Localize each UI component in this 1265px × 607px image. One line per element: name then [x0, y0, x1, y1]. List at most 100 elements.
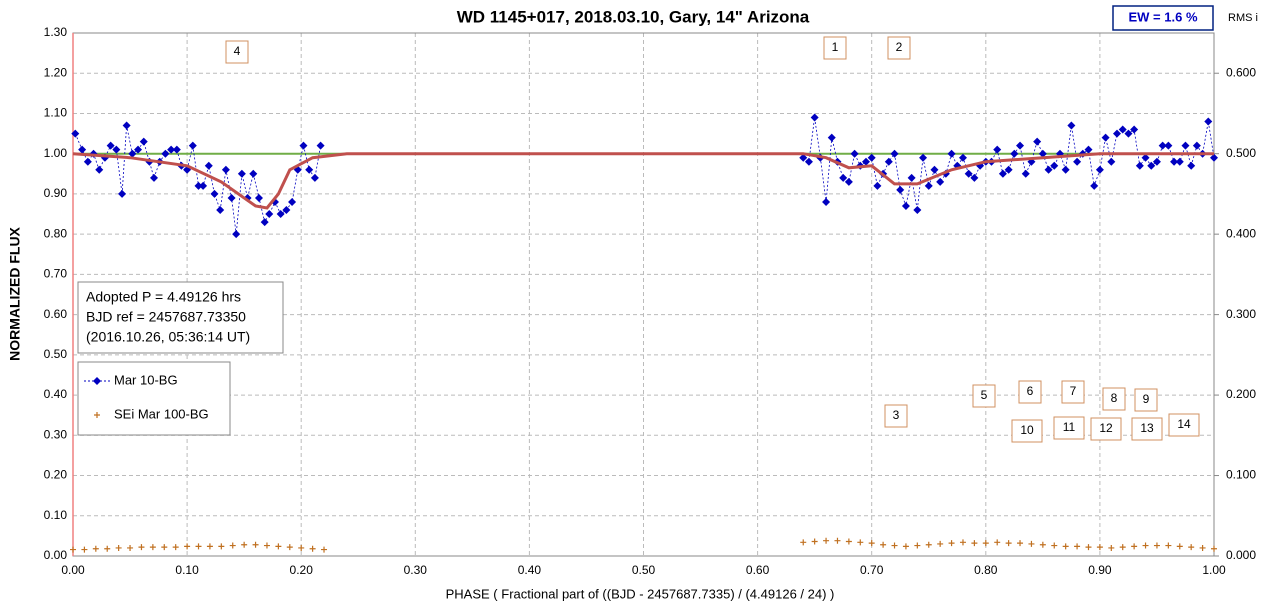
- data-point: [1187, 161, 1196, 170]
- y-tick-label: 0.90: [44, 186, 68, 200]
- annotation-box: [1134, 388, 1158, 412]
- data-point: [868, 540, 875, 547]
- data-point: [1039, 541, 1046, 548]
- y-tick-label: 0.50: [44, 347, 68, 361]
- data-point: [1135, 161, 1144, 170]
- data-point: [1033, 137, 1042, 146]
- data-point: [286, 544, 293, 551]
- data-point: [260, 218, 269, 227]
- y-tick-label: 0.30: [44, 427, 68, 441]
- data-point: [1085, 544, 1092, 551]
- info-box: [77, 281, 284, 354]
- data-point: [1158, 141, 1167, 150]
- legend-marker: [94, 412, 100, 418]
- annotation-box: [972, 384, 996, 408]
- data-point: [839, 173, 848, 182]
- data-point: [316, 141, 325, 150]
- data-point: [850, 149, 859, 158]
- data-point: [970, 173, 979, 182]
- x-tick-label: 1.00: [1202, 563, 1226, 577]
- data-point: [1192, 141, 1201, 150]
- data-point: [106, 141, 115, 150]
- x-tick-label: 0.70: [860, 563, 884, 577]
- data-point: [1061, 165, 1070, 174]
- ew-box: [1112, 5, 1214, 31]
- data-point: [1131, 543, 1138, 550]
- y2-tick-label: 0.000: [1226, 548, 1256, 562]
- annotation: 6: [1027, 384, 1034, 398]
- data-point: [890, 149, 899, 158]
- x-tick-label: 0.90: [1088, 563, 1112, 577]
- data-point: [237, 169, 246, 178]
- data-point: [167, 145, 176, 154]
- y-tick-label: 1.00: [44, 146, 68, 160]
- data-point: [188, 141, 197, 150]
- legend-label: SEi Mar 100-BG: [114, 406, 209, 421]
- data-point: [299, 141, 308, 150]
- data-point: [195, 543, 202, 550]
- legend: [77, 361, 231, 436]
- data-point: [1153, 542, 1160, 549]
- data-point: [112, 145, 121, 154]
- data-point: [844, 177, 853, 186]
- y-title: NORMALIZED FLUX: [7, 226, 23, 360]
- data-point: [857, 539, 864, 546]
- data-point: [221, 165, 230, 174]
- data-point: [1090, 181, 1099, 190]
- data-point: [993, 145, 1002, 154]
- y-tick-label: 0.20: [44, 468, 68, 482]
- data-point: [800, 539, 807, 546]
- series-line: [74, 117, 1215, 235]
- data-point: [95, 165, 104, 174]
- data-point: [305, 165, 314, 174]
- data-point: [1170, 157, 1179, 166]
- annotation: 8: [1111, 391, 1118, 405]
- y2-tick-label: 0.100: [1226, 468, 1256, 482]
- data-point: [1113, 129, 1122, 138]
- data-point: [930, 165, 939, 174]
- data-point: [880, 541, 887, 548]
- annotation-box: [887, 36, 911, 60]
- data-point: [71, 129, 80, 138]
- x-tick-label: 0.60: [746, 563, 770, 577]
- y-tick-label: 0.70: [44, 267, 68, 281]
- data-point: [118, 189, 127, 198]
- data-point: [199, 181, 208, 190]
- data-point: [1164, 141, 1173, 150]
- data-point: [1181, 141, 1190, 150]
- data-point: [861, 157, 870, 166]
- annotation: 3: [893, 408, 900, 422]
- data-point: [310, 173, 319, 182]
- model-line: [72, 152, 1214, 210]
- annotation: 7: [1070, 384, 1077, 398]
- data-point: [994, 539, 1001, 546]
- x-tick-label: 0.50: [632, 563, 656, 577]
- data-point: [265, 210, 274, 219]
- data-point: [1152, 157, 1161, 166]
- data-point: [249, 169, 258, 178]
- data-point: [823, 537, 830, 544]
- annotation-box: [1053, 416, 1085, 440]
- data-point: [218, 543, 225, 550]
- y-tick-label: 0.10: [44, 508, 68, 522]
- data-point: [902, 543, 909, 550]
- data-point: [204, 161, 213, 170]
- annotation-box: [1131, 417, 1163, 441]
- data-point: [309, 545, 316, 552]
- annotation: 13: [1140, 421, 1154, 435]
- data-point: [1165, 542, 1172, 549]
- annotation: 5: [981, 388, 988, 402]
- data-point: [1204, 117, 1213, 126]
- data-point: [925, 541, 932, 548]
- info-line: BJD ref = 2457687.73350: [86, 309, 246, 325]
- data-point: [1044, 165, 1053, 174]
- data-point: [1004, 165, 1013, 174]
- data-point: [172, 145, 181, 154]
- data-point: [1005, 540, 1012, 547]
- data-point: [1141, 153, 1150, 162]
- data-point: [81, 546, 88, 553]
- data-point: [1211, 545, 1217, 552]
- data-point: [232, 230, 241, 239]
- data-point: [194, 181, 203, 190]
- y2-tick-label: 0.400: [1226, 226, 1256, 240]
